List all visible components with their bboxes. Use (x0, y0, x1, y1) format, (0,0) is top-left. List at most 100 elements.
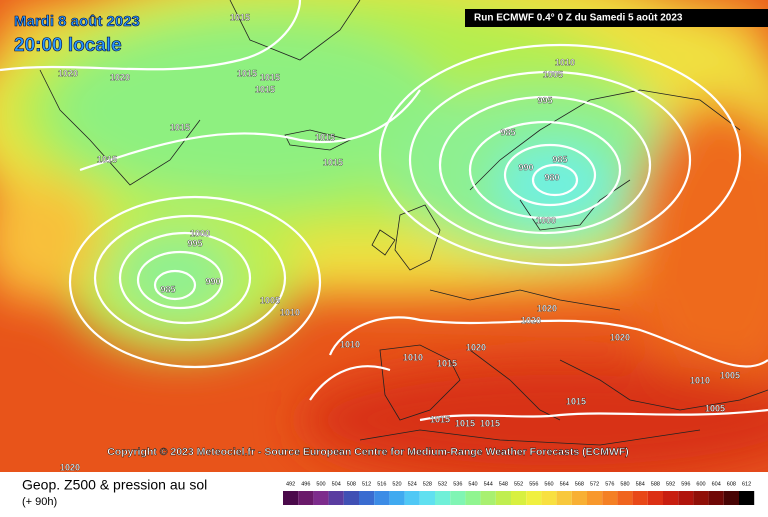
isobar-label: 1000 (190, 228, 210, 238)
colorbar-tick-label: 564 (560, 481, 569, 487)
colorbar-tick-label: 500 (316, 481, 325, 487)
isobar-label: 1015 (455, 418, 475, 428)
isobar-label: 1020 (537, 303, 557, 313)
isobar-label: 1010 (280, 307, 300, 317)
local-time: 20:00 locale (14, 35, 122, 56)
isobar-label: 1015 (566, 396, 586, 406)
colorbar-swatch (450, 491, 466, 505)
colorbar-tick-label: 540 (468, 481, 477, 487)
isobar-label: 1020 (466, 342, 486, 352)
isobars (0, 0, 768, 422)
isobar-label: 1015 (97, 154, 117, 164)
colorbar-tick-label: 536 (453, 481, 462, 487)
colorbar-swatch (723, 491, 739, 505)
isobar-label: 1020 (610, 332, 630, 342)
colorbar-tick-label: 552 (514, 481, 523, 487)
colorbar-tick-label: 528 (423, 481, 432, 487)
colorbar-tick-label: 516 (377, 481, 386, 487)
isobar-label: 980 (544, 172, 559, 182)
isobar-label: 1020 (60, 462, 80, 472)
colorbar-tick-label: 596 (681, 481, 690, 487)
colorbar-swatch (359, 491, 375, 505)
isobar-label: 1010 (690, 375, 710, 385)
colorbar-swatch (526, 491, 542, 505)
colorbar-swatch (647, 491, 663, 505)
colorbar-swatch (419, 491, 435, 505)
isobar-label: 1015 (255, 84, 275, 94)
isobar-label: 1015 (260, 72, 280, 82)
isobar-label: 1020 (58, 68, 78, 78)
isobar-label: 990 (518, 162, 533, 172)
isobar-label: 1015 (237, 68, 257, 78)
run-info: Run ECMWF 0.4° 0 Z du Samedi 5 août 2023 (474, 13, 683, 24)
colorbar-tick-label: 588 (651, 481, 660, 487)
isobar-label: 1005 (720, 370, 740, 380)
colorbar-swatch (313, 491, 329, 505)
colorbar-tick-label: 532 (438, 481, 447, 487)
colorbar-swatch (435, 491, 451, 505)
isobar-label: 1015 (430, 414, 450, 424)
colorbar-swatch (617, 491, 633, 505)
copyright: Copyright © 2023 Meteociel.fr - Source E… (107, 446, 629, 458)
isobar-label: 1015 (170, 122, 190, 132)
colorbar-tick-label: 568 (575, 481, 584, 487)
colorbar-tick-label: 508 (347, 481, 356, 487)
isobar-label: 1005 (260, 295, 280, 305)
isobar-label: 985 (160, 284, 175, 294)
isobar-label: 1020 (521, 315, 541, 325)
date: Mardi 8 août 2023 (14, 13, 140, 30)
colorbar-swatch (571, 491, 587, 505)
colorbar-swatch (739, 491, 755, 505)
colorbar-swatch (465, 491, 481, 505)
colorbar-swatch (298, 491, 314, 505)
colorbar-tick-label: 560 (544, 481, 553, 487)
colorbar-swatch (374, 491, 390, 505)
colorbar-tick-label: 608 (727, 481, 736, 487)
colorbar-tick-label: 604 (712, 481, 721, 487)
isobar-label: 1020 (110, 72, 130, 82)
isobar-label: 995 (537, 95, 552, 105)
isobar-label: 1005 (543, 69, 563, 79)
footer-title: Geop. Z500 & pression au sol (22, 477, 207, 493)
colorbar: 492 496 500 504 508 512 516 520 524 528 532 536 540 5… (283, 481, 755, 505)
isobar-label: 995 (187, 238, 202, 248)
colorbar-swatch (693, 491, 709, 505)
colorbar-tick-label: 600 (696, 481, 705, 487)
colorbar-tick-label: 576 (605, 481, 614, 487)
colorbar-tick-label: 584 (636, 481, 645, 487)
isobar-label: 1010 (555, 57, 575, 67)
colorbar-tick-label: 592 (666, 481, 675, 487)
colorbar-tick-label: 580 (620, 481, 629, 487)
colorbar-swatch (283, 491, 299, 505)
colorbar-swatch (602, 491, 618, 505)
isobar-label: 1015 (480, 418, 500, 428)
colorbar-swatch (632, 491, 648, 505)
isobar-label: 1000 (536, 215, 556, 225)
colorbar-tick-label: 504 (332, 481, 341, 487)
colorbar-tick-label: 492 (286, 481, 295, 487)
colorbar-tick-label: 512 (362, 481, 371, 487)
colorbar-swatch (587, 491, 603, 505)
colorbar-tick-label: 572 (590, 481, 599, 487)
isobar-label: 990 (205, 276, 220, 286)
isobar-label: 1005 (705, 403, 725, 413)
colorbar-swatch (541, 491, 557, 505)
colorbar-swatch (404, 491, 420, 505)
colorbar-swatch (663, 491, 679, 505)
isobar-label: 1015 (437, 358, 457, 368)
coastlines (39, 0, 768, 446)
colorbar-swatch (480, 491, 496, 505)
colorbar-swatch (328, 491, 344, 505)
colorbar-tick-label: 556 (529, 481, 538, 487)
colorbar-tick-label: 612 (742, 481, 751, 487)
colorbar-swatch (678, 491, 694, 505)
run-box (465, 9, 768, 27)
forecast-lead: (+ 90h) (22, 496, 57, 508)
colorbar-tick-label: 496 (301, 481, 310, 487)
isobar-label: 1010 (403, 352, 423, 362)
colorbar-tick-label: 520 (392, 481, 401, 487)
isobar-label: 985 (500, 127, 515, 137)
colorbar-swatch (343, 491, 359, 505)
isobar-label: 1015 (315, 132, 335, 142)
